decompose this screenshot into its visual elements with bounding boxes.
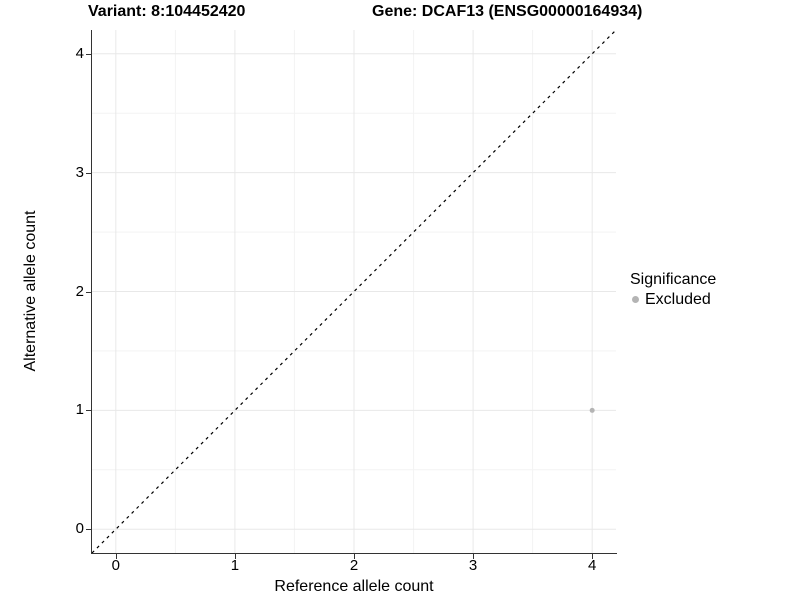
y-tick-mark [86,410,91,412]
legend-key [628,292,642,308]
x-tick-label: 4 [588,557,597,574]
x-tick-mark [592,554,594,559]
y-tick-label: 3 [75,163,84,181]
y-tick-mark [86,172,91,174]
data-point [589,407,595,413]
plot-title-gene: Gene: DCAF13 (ENSG00000164934) [372,3,643,20]
y-tick-label: 2 [75,282,84,300]
y-tick-label: 4 [75,44,84,62]
legend: Significance Excluded [628,270,716,309]
x-tick-mark [234,554,236,559]
legend-entries: Excluded [628,290,716,309]
y-axis-line [91,30,92,554]
y-tick-label: 1 [75,401,84,419]
x-tick-mark [473,554,475,559]
x-tick-mark [354,554,355,559]
scatter-chart [92,30,616,553]
y-tick-label: 0 [75,520,84,538]
x-axis-line [91,553,617,554]
legend-entry: Excluded [628,290,716,309]
legend-point-icon [631,296,639,303]
legend-entry-label: Excluded [645,291,711,308]
x-tick-label: 2 [349,557,359,574]
y-tick-mark [86,529,91,531]
x-tick-mark [115,554,117,559]
identity-line [92,30,616,553]
x-tick-label: 3 [468,557,478,574]
x-axis-title: Reference allele count [274,578,434,595]
y-tick-mark [86,291,91,293]
plot-title-variant: Variant: 8:104452420 [88,3,246,20]
x-tick-label: 0 [111,557,120,574]
plot-panel [92,30,616,553]
legend-title: Significance [630,271,717,288]
y-axis-title-text: Alternative allele count [22,210,39,372]
y-tick-mark [86,53,91,55]
x-tick-label: 1 [230,557,240,574]
